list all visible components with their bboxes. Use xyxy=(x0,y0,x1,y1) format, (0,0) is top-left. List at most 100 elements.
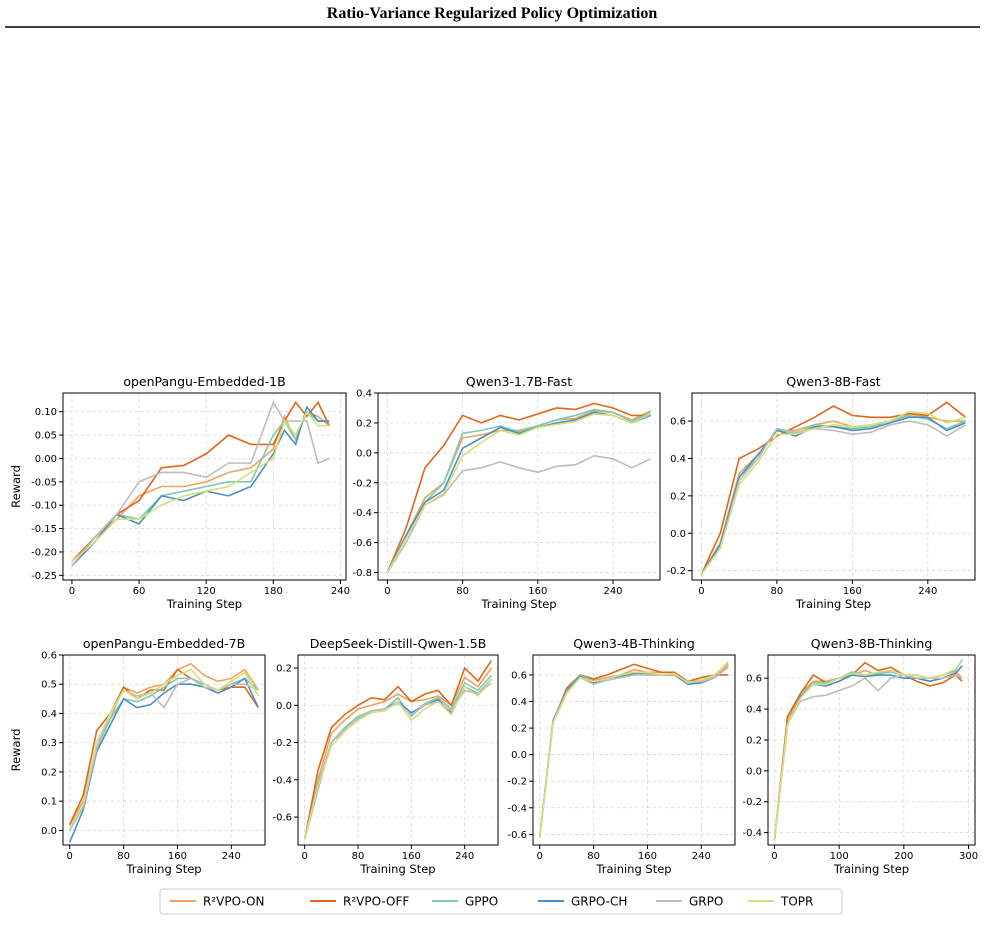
subplot: -0.2 0.0 0.2 0.4 0.6 0 80 160 240 Qwen3-8B-Fast Tr… xyxy=(666,374,976,611)
legend-label: R²VPO-OFF xyxy=(343,895,409,909)
series-line xyxy=(71,400,330,562)
y-axis-label: Reward xyxy=(9,465,23,508)
series-line xyxy=(773,661,963,841)
y-tick-label: -0.6 xyxy=(272,813,292,824)
subplot: -0.25 -0.20 -0.15 -0.10 -0.05 0.00 0.05 0.10 0 60… xyxy=(9,374,350,611)
series-line xyxy=(538,666,729,838)
x-axis-label: Training Step xyxy=(595,862,671,876)
series-line xyxy=(700,401,967,575)
y-tick-label: 0.6 xyxy=(511,670,527,681)
series-line xyxy=(386,402,651,573)
y-tick-label: 0.4 xyxy=(670,454,686,465)
y-tick-label: 0.5 xyxy=(41,680,57,691)
y-tick-label: 0.10 xyxy=(35,407,57,418)
plot-frame xyxy=(767,654,976,846)
subplot-title: openPangu-Embedded-1B xyxy=(123,374,285,389)
y-tick-label: 0.4 xyxy=(511,697,527,708)
x-tick-label: 0 xyxy=(537,851,543,862)
x-tick-label: 180 xyxy=(264,586,283,597)
y-tick-label: 0.0 xyxy=(511,750,527,761)
y-tick-label: -0.20 xyxy=(31,547,57,558)
series-line xyxy=(69,677,259,831)
legend-label: R²VPO-ON xyxy=(203,895,264,909)
y-tick-label: 0.6 xyxy=(670,417,686,428)
series-line xyxy=(303,674,492,840)
y-tick-label: 0.0 xyxy=(41,826,57,837)
subplot: -0.6 -0.4 -0.2 0.0 0.2 0.4 0.6 0 80 160 240 Qwen3-4… xyxy=(507,636,736,876)
y-tick-label: 0.3 xyxy=(41,738,57,749)
y-tick-label: -0.10 xyxy=(31,501,57,512)
x-tick-label: 240 xyxy=(222,851,241,862)
subplot-title: openPangu-Embedded-7B xyxy=(83,636,245,651)
subplot: -0.4 -0.2 0.0 0.2 0.4 0.6 0 100 200 300 Qwen3-8B-T… xyxy=(742,636,978,876)
series-line xyxy=(386,408,651,573)
y-tick-label: 0.0 xyxy=(746,766,762,777)
y-tick-label: 0.2 xyxy=(356,418,372,429)
y-tick-label: -0.4 xyxy=(507,803,527,814)
x-tick-label: 160 xyxy=(168,851,187,862)
y-axis-label: Reward xyxy=(9,729,23,772)
series-line xyxy=(386,455,651,573)
x-tick-label: 0 xyxy=(698,586,704,597)
series-line xyxy=(773,674,963,841)
series-line xyxy=(71,410,330,562)
x-tick-label: 100 xyxy=(830,851,849,862)
x-tick-label: 0 xyxy=(301,851,307,862)
y-tick-label: 0.2 xyxy=(41,767,57,778)
series-line xyxy=(538,661,729,838)
series-line xyxy=(71,400,330,567)
legend-label: GRPO-CH xyxy=(571,895,627,909)
y-tick-label: 0.6 xyxy=(41,651,57,662)
x-tick-label: 0 xyxy=(67,851,73,862)
x-axis-label: Training Step xyxy=(166,597,242,611)
y-tick-label: -0.6 xyxy=(507,830,527,841)
y-tick-label: 0.2 xyxy=(670,491,686,502)
series-line xyxy=(71,410,330,562)
y-tick-label: -0.2 xyxy=(272,738,292,749)
plot-frame xyxy=(297,654,499,846)
subplot: -0.6 -0.4 -0.2 0.0 0.2 0 80 160 240 DeepSeek-Dist… xyxy=(272,636,499,876)
y-tick-label: -0.4 xyxy=(742,828,762,839)
x-tick-label: 60 xyxy=(133,586,146,597)
y-tick-label: -0.2 xyxy=(742,797,762,808)
subplot: 0.0 0.1 0.2 0.3 0.4 0.5 0.6 0 80 160 240 openPangu-… xyxy=(9,636,266,876)
plot-frame xyxy=(691,392,976,581)
series-line xyxy=(71,410,330,567)
series-line xyxy=(303,678,492,840)
y-tick-label: 0.4 xyxy=(746,705,762,716)
series-line xyxy=(386,411,651,573)
x-tick-label: 0 xyxy=(384,586,390,597)
x-tick-label: 120 xyxy=(197,586,216,597)
y-tick-label: 0.0 xyxy=(670,529,686,540)
x-axis-label: Training Step xyxy=(795,597,871,611)
x-tick-label: 0 xyxy=(771,851,777,862)
subplot-title: Qwen3-8B-Fast xyxy=(786,374,880,389)
y-tick-label: 0.0 xyxy=(276,701,292,712)
y-tick-label: 0.4 xyxy=(41,709,57,720)
series-line xyxy=(700,420,966,575)
x-tick-label: 160 xyxy=(843,586,862,597)
x-tick-label: 160 xyxy=(638,851,657,862)
y-tick-label: -0.15 xyxy=(31,524,57,535)
y-tick-label: -0.2 xyxy=(352,478,372,489)
x-tick-label: 160 xyxy=(402,851,421,862)
series-line xyxy=(303,660,493,840)
y-tick-label: -0.4 xyxy=(272,775,292,786)
series-line xyxy=(700,414,966,575)
y-tick-label: 0.0 xyxy=(356,448,372,459)
plot-frame xyxy=(377,392,661,581)
series-line xyxy=(303,682,492,840)
y-tick-label: 0.2 xyxy=(746,735,762,746)
x-axis-label: Training Step xyxy=(833,862,909,876)
series-line xyxy=(538,663,729,838)
legend-box xyxy=(159,888,843,915)
x-axis-label: Training Step xyxy=(125,862,201,876)
y-tick-label: 0.00 xyxy=(35,454,57,465)
x-tick-label: 160 xyxy=(528,586,547,597)
x-axis-label: Training Step xyxy=(359,862,435,876)
y-tick-label: -0.2 xyxy=(666,566,686,577)
x-tick-label: 0 xyxy=(69,586,75,597)
series-line xyxy=(700,416,966,575)
series-line xyxy=(700,412,966,575)
y-tick-label: -0.6 xyxy=(352,538,372,549)
